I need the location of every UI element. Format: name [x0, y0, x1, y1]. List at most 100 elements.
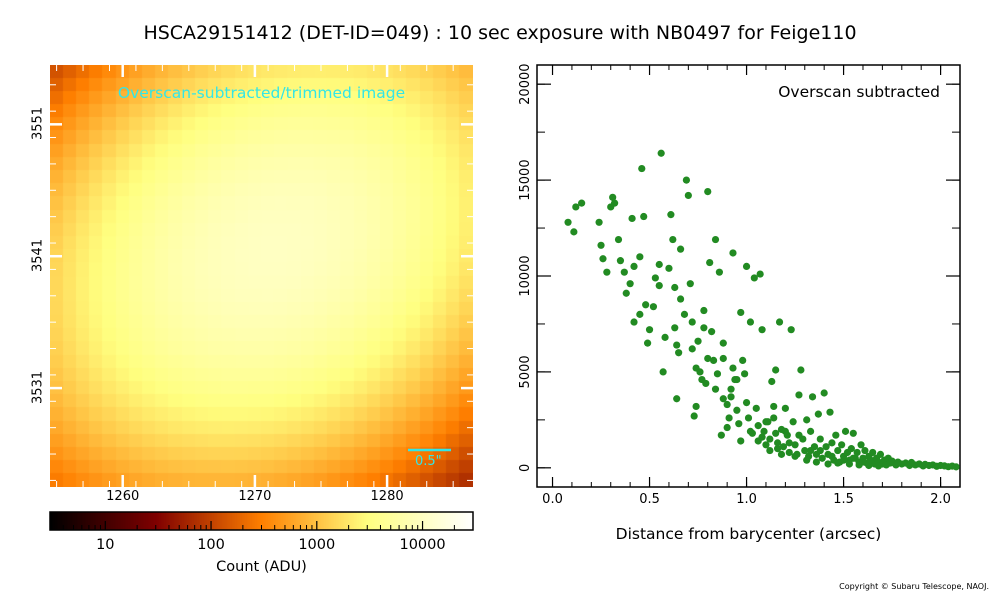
scatter-point [661, 333, 669, 341]
scatter-point [741, 370, 749, 378]
scatter-point [622, 289, 630, 297]
scatter-point [766, 435, 774, 443]
scatter-y-tick-label: 0 [518, 464, 533, 472]
scatter-point [855, 461, 863, 469]
scatter-point [834, 459, 842, 467]
scatter-point [820, 389, 828, 397]
scatter-label: Overscan subtracted [778, 83, 940, 101]
heatmap-x-tick-label: 1260 [106, 489, 140, 504]
scatter-point [694, 337, 702, 345]
heatmap-x-tick-label: 1280 [370, 489, 404, 504]
scatter-point [723, 400, 731, 409]
scatter-point [808, 393, 817, 401]
scatter-point [719, 339, 727, 347]
scatter-point [673, 341, 681, 349]
scatter-point [572, 203, 580, 211]
scatter-points [564, 149, 960, 471]
heatmap-overlay [50, 65, 473, 487]
scatter-point [746, 427, 755, 435]
figure-title: HSCA29151412 (DET-ID=049) : 10 sec expos… [143, 22, 857, 44]
scatter-point [708, 328, 716, 336]
scatter-point [686, 280, 694, 288]
scatter-point [638, 164, 646, 173]
scatter-point [727, 393, 735, 401]
scatter-point [876, 450, 885, 458]
scatter-point [791, 441, 799, 449]
scatter-x-axis-label: Distance from barycenter (arcsec) [616, 525, 882, 543]
scatter-point [737, 308, 745, 317]
scatter-point [649, 303, 658, 311]
scatter-point [706, 258, 714, 267]
scatter-point [628, 214, 636, 223]
scatter-x-tick-label: 0.0 [542, 492, 563, 507]
scatter-point [816, 435, 824, 443]
scatter-point [849, 454, 857, 462]
scatter-point [675, 349, 683, 357]
heatmap-image [50, 65, 473, 487]
colorbar-label: Count (ADU) [216, 559, 307, 575]
scatter-frame [536, 64, 961, 488]
scatter-point [756, 270, 764, 278]
scale-bar-label: 0.5" [415, 454, 442, 469]
scatter-point [766, 446, 774, 455]
scatter-point [777, 450, 786, 458]
scatter-point [709, 356, 718, 364]
scatter-point [818, 454, 826, 462]
scatter-y-tick-label: 20000 [518, 64, 533, 105]
scatter-point [630, 318, 638, 326]
scatter-point [690, 412, 698, 420]
scatter-point [838, 441, 846, 449]
scatter-point [742, 262, 751, 271]
scatter-point [762, 418, 770, 426]
scatter-point [578, 199, 586, 207]
scatter-point [692, 402, 700, 411]
scatter-point [797, 366, 805, 374]
scatter-point [824, 460, 832, 468]
scatter-point [640, 212, 648, 221]
scatter-point [733, 375, 741, 384]
copyright-text: Copyright © Subaru Telescope, NAOJ. [839, 582, 989, 591]
scatter-point [667, 211, 675, 219]
scatter-point [614, 235, 623, 244]
scatter-point [735, 420, 743, 428]
scatter-point [857, 441, 865, 449]
scatter-point [597, 241, 605, 249]
scatter-point [595, 218, 603, 226]
scatter-point [684, 191, 692, 200]
scatter-point [698, 375, 706, 384]
scatter-point [636, 253, 644, 261]
scatter-point [626, 280, 634, 288]
scatter-point [750, 274, 758, 282]
scatter-point [620, 268, 628, 276]
scatter-point [806, 446, 815, 455]
scatter-point [772, 366, 780, 374]
scatter-point [803, 456, 811, 464]
scatter-point [861, 446, 869, 455]
scatter-point [806, 427, 815, 435]
scatter-point [801, 446, 809, 455]
scatter-x-tick-label: 2.0 [930, 492, 951, 507]
scatter-point [700, 324, 708, 332]
scatter-point [770, 402, 778, 411]
scatter-point [725, 414, 733, 422]
image-heatmap-panel: Overscan-subtracted/trimmed image 0.5" [50, 65, 473, 487]
scatter-point [603, 268, 611, 276]
scatter-point [744, 414, 753, 422]
scatter-point [791, 452, 799, 460]
scatter-point [762, 441, 770, 449]
scatter-point [676, 245, 685, 253]
scatter-point [865, 461, 873, 470]
scatter-point [611, 199, 619, 207]
scatter-y-tick-label: 5000 [518, 355, 533, 388]
scatter-point [737, 437, 745, 445]
scatter-point [688, 318, 696, 326]
scatter-point [713, 370, 722, 378]
scatter-point [719, 395, 727, 403]
scatter-point [655, 260, 663, 269]
scatter-point [828, 452, 836, 460]
scatter-point [733, 406, 741, 414]
scatter-point [785, 439, 793, 447]
scatter-point [803, 416, 811, 424]
scatter-point [826, 408, 834, 416]
scatter-point [832, 431, 840, 439]
